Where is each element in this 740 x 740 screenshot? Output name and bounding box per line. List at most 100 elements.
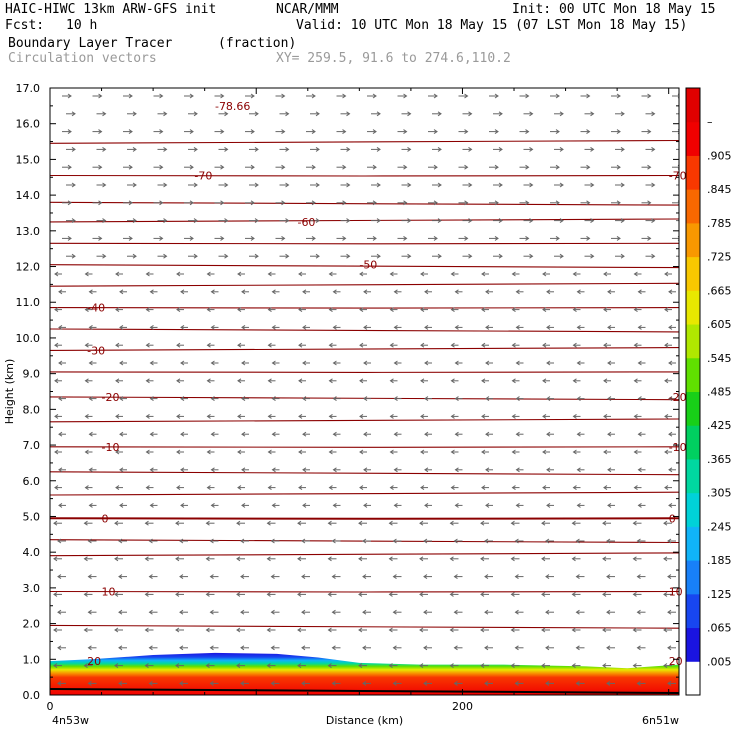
vector-arrowhead: [633, 307, 638, 313]
colorbar-swatch: [686, 391, 700, 426]
vector-arrowhead: [541, 663, 546, 669]
vector-arrowhead: [210, 324, 215, 330]
y-tick-label: 15.0: [16, 153, 41, 166]
vector-arrowhead: [388, 591, 393, 597]
vector-arrowhead: [179, 609, 184, 615]
vector-arrowhead: [302, 289, 307, 295]
vector-arrowhead: [149, 396, 154, 402]
vector-arrowhead: [372, 164, 377, 170]
vector-arrowhead: [87, 609, 92, 615]
vector-arrowhead: [437, 253, 442, 259]
vector-arrowhead: [620, 182, 625, 188]
vector-arrowhead: [525, 200, 530, 206]
vector-arrowhead: [606, 680, 611, 686]
vector-arrowhead: [372, 129, 377, 135]
vector-arrowhead: [57, 645, 62, 651]
vector-arrowhead: [393, 360, 398, 366]
vector-arrowhead: [98, 164, 103, 170]
y-tick-label: 5.0: [23, 510, 41, 523]
vector-arrowhead: [132, 218, 137, 224]
vector-arrowhead: [484, 680, 489, 686]
vector-arrowhead: [114, 591, 119, 597]
vector-arrowhead: [541, 591, 546, 597]
vector-arrowhead: [175, 627, 180, 633]
vector-arrowhead: [359, 449, 364, 455]
vector-arrowhead: [633, 378, 638, 384]
vector-arrowhead: [616, 164, 621, 170]
vector-arrowhead: [359, 307, 364, 313]
vector-arrowhead: [176, 378, 181, 384]
vector-arrowhead: [176, 271, 181, 277]
vector-arrowhead: [298, 342, 303, 348]
vector-arrowhead: [571, 591, 576, 597]
vector-arrowhead: [301, 645, 306, 651]
vector-arrowhead: [84, 378, 89, 384]
colorbar-label: .785: [707, 217, 732, 230]
vector-arrowhead: [144, 591, 149, 597]
vector-arrowhead: [575, 680, 580, 686]
vector-arrowhead: [423, 574, 428, 580]
vector-arrowhead: [632, 663, 637, 669]
vector-arrowhead: [236, 556, 241, 562]
vector-arrowhead: [637, 324, 642, 330]
vector-arrowhead: [515, 324, 520, 330]
vector-arrowhead: [616, 93, 621, 99]
vector-arrowhead: [254, 253, 259, 259]
vector-arrowhead: [250, 200, 255, 206]
vector-arrowhead: [254, 146, 259, 152]
vector-arrowhead: [71, 218, 76, 224]
colorbar-label: –: [707, 116, 713, 129]
vector-arrowhead: [515, 502, 520, 508]
vector-arrowhead: [145, 485, 150, 491]
vector-arrowhead: [237, 342, 242, 348]
vector-arrowhead: [362, 645, 367, 651]
vector-arrowhead: [633, 342, 638, 348]
vector-arrowhead: [359, 342, 364, 348]
vector-arrowhead: [603, 307, 608, 313]
vector-arrowhead: [118, 538, 123, 544]
vector-arrowhead: [148, 680, 153, 686]
vector-arrowhead: [555, 129, 560, 135]
vector-arrowhead: [586, 129, 591, 135]
vector-arrowhead: [636, 538, 641, 544]
vector-arrowhead: [128, 200, 133, 206]
vector-arrowhead: [119, 431, 124, 437]
vector-arrowhead: [389, 449, 394, 455]
vector-arrowhead: [590, 182, 595, 188]
vector-arrowhead: [206, 271, 211, 277]
vector-arrowhead: [511, 413, 516, 419]
vector-arrowhead: [572, 413, 577, 419]
vector-arrowhead: [454, 431, 459, 437]
vector-arrowhead: [576, 431, 581, 437]
vector-arrowhead: [481, 307, 486, 313]
vector-arrowhead: [449, 520, 454, 526]
vector-arrowhead: [572, 378, 577, 384]
vector-arrowhead: [115, 271, 120, 277]
vector-arrowhead: [542, 342, 547, 348]
vector-arrowhead: [271, 467, 276, 473]
vector-arrowhead: [301, 609, 306, 615]
vector-arrowhead: [607, 502, 612, 508]
y-tick-label: 2.0: [23, 618, 41, 631]
vector-arrowhead: [494, 129, 499, 135]
vector-arrowhead: [651, 111, 656, 117]
vector-arrowhead: [144, 663, 149, 669]
vector-arrowhead: [606, 645, 611, 651]
vector-arrowhead: [224, 218, 229, 224]
vector-arrowhead: [53, 591, 58, 597]
vector-arrowhead: [189, 93, 194, 99]
vector-arrowhead: [220, 235, 225, 241]
vector-arrowhead: [71, 253, 76, 259]
vector-arrowhead: [529, 111, 534, 117]
colorbar-label: .605: [707, 318, 732, 331]
vector-arrowhead: [254, 182, 259, 188]
vector-arrowhead: [602, 556, 607, 562]
vector-arrowhead: [602, 520, 607, 526]
vector-arrowhead: [511, 342, 516, 348]
vector-arrowhead: [115, 342, 120, 348]
temperature-contour: [50, 590, 679, 593]
vector-arrowhead: [525, 93, 530, 99]
vector-arrowhead: [586, 93, 591, 99]
vector-arrowhead: [54, 485, 59, 491]
vector-arrowhead: [180, 467, 185, 473]
